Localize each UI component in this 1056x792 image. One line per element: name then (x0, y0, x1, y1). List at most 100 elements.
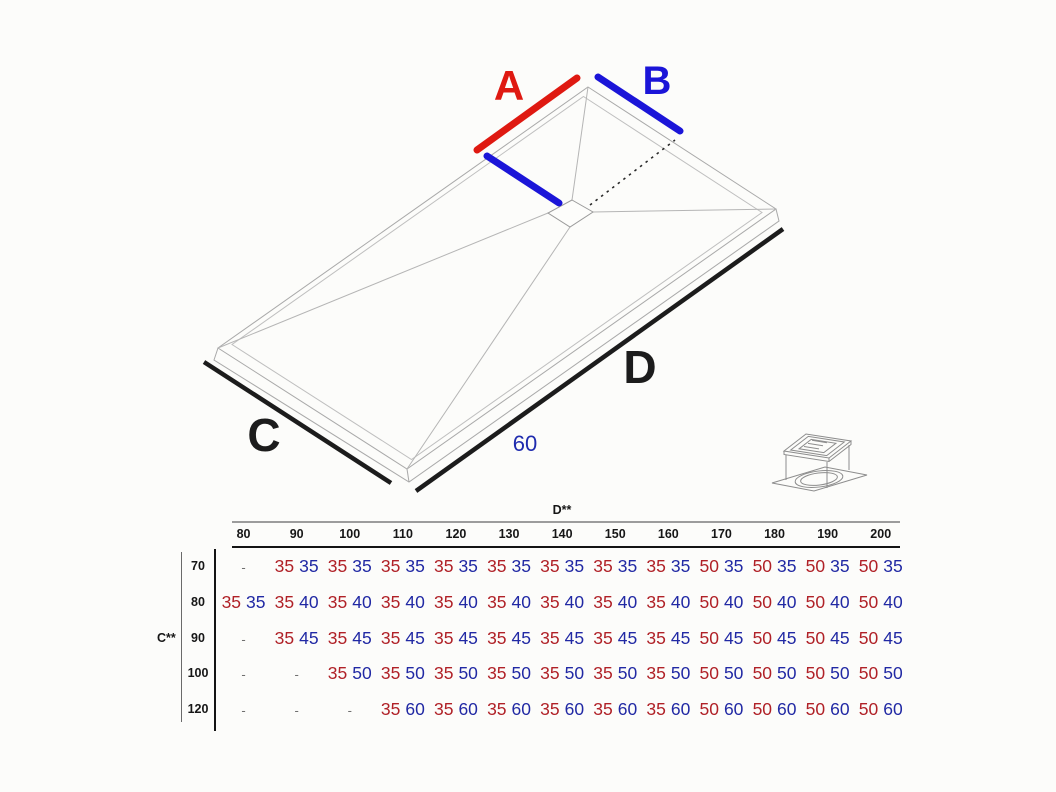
max-height-value: 35 (564, 556, 585, 576)
table-rule-top (232, 521, 900, 523)
min-height-value: 35 (433, 591, 454, 612)
min-height-value: 35 (327, 627, 348, 648)
size-cell: 50 45 (801, 621, 854, 657)
min-height-value: 35 (487, 663, 507, 684)
size-cell: 35 35 (217, 585, 270, 621)
max-height-value: 35 (352, 556, 372, 576)
min-height-value: 35 (540, 556, 560, 576)
min-height-value: 35 (380, 699, 401, 720)
max-height-value: 40 (617, 591, 638, 612)
max-height-value: 60 (564, 699, 585, 720)
min-height-value: 35 (433, 627, 454, 648)
max-height-value: 35 (883, 556, 903, 576)
size-cell: 35 45 (270, 621, 323, 657)
empty-cell-dash: - (294, 667, 299, 683)
row-header: 80 (191, 594, 205, 609)
min-height-value: 50 (858, 591, 879, 612)
tray-slope-creases (217, 86, 777, 470)
size-cell: 50 45 (748, 621, 801, 657)
size-cell: - (217, 621, 270, 658)
dimension-line-b (594, 73, 684, 135)
min-height-value: 35 (433, 699, 454, 720)
min-height-value: 50 (752, 556, 773, 576)
max-height-value: 35 (458, 556, 478, 576)
min-height-value: 35 (540, 699, 560, 720)
min-height-value: 35 (646, 591, 666, 612)
column-axis-label: D** (552, 503, 572, 517)
table-row: 100- -35 50 35 50 35 50 35 50 35 50 35 50 35 50 50 50 50 5… (181, 656, 908, 692)
dimension-line-a (473, 74, 581, 154)
size-cell: 35 50 (589, 656, 642, 692)
size-cell: 35 35 (429, 549, 482, 585)
size-cell: 50 60 (801, 692, 854, 728)
max-height-value: 50 (830, 663, 850, 684)
min-height-value: 35 (540, 591, 560, 612)
min-height-value: 50 (699, 556, 719, 576)
label-c: C (247, 409, 280, 461)
max-height-value: 60 (511, 699, 532, 720)
dimension-line-c (202, 360, 393, 485)
min-height-value: 35 (380, 591, 401, 612)
max-height-value: 35 (777, 556, 797, 576)
size-cell: 50 45 (695, 621, 748, 657)
max-height-value: 50 (352, 663, 372, 684)
min-height-value: 50 (858, 627, 879, 648)
size-cell: 50 35 (748, 549, 801, 585)
column-header: 100 (339, 527, 361, 541)
min-height-value: 35 (646, 699, 666, 720)
size-cell: 35 40 (270, 585, 323, 621)
min-height-value: 35 (487, 627, 507, 648)
column-header: 190 (817, 527, 839, 541)
size-cell: 50 40 (801, 585, 854, 621)
min-height-value: 35 (327, 663, 348, 684)
min-height-value: 50 (699, 591, 719, 612)
size-cell: 50 35 (854, 549, 907, 585)
row-header: 120 (187, 702, 209, 717)
min-height-value: 50 (752, 699, 773, 720)
max-height-value: 40 (299, 591, 319, 612)
label-d: D (623, 341, 656, 393)
column-header: 110 (392, 527, 413, 541)
size-cell: 35 35 (323, 549, 376, 585)
min-height-value: 35 (274, 556, 295, 576)
min-height-value: 35 (487, 699, 507, 720)
max-height-value: 40 (830, 591, 850, 612)
dimension-line-d (414, 227, 785, 493)
min-height-value: 50 (858, 699, 879, 720)
size-cell: 35 45 (589, 621, 642, 657)
row-label-rule-right (214, 549, 217, 731)
max-height-value: 35 (246, 591, 266, 612)
table-row: 120- - -35 60 35 60 35 60 35 60 35 60 35 60 50 60 50 60 50… (181, 692, 908, 728)
size-cell: 35 45 (536, 621, 589, 657)
label-b: B (643, 59, 672, 103)
size-cell: 35 45 (642, 621, 695, 657)
min-height-value: 35 (593, 591, 613, 612)
empty-cell-dash: - (241, 667, 246, 683)
column-header: 120 (445, 527, 467, 541)
min-height-value: 50 (752, 663, 773, 684)
min-height-value: 35 (433, 663, 454, 684)
size-cell: 35 50 (323, 656, 376, 692)
max-height-value: 50 (458, 663, 478, 684)
max-height-value: 35 (670, 556, 691, 576)
min-height-value: 50 (858, 556, 879, 576)
max-height-value: 45 (830, 627, 850, 648)
size-cell: 50 35 (695, 549, 748, 585)
min-height-value: 50 (858, 663, 879, 684)
max-height-value: 40 (670, 591, 691, 612)
size-cell: 35 45 (376, 621, 429, 657)
size-cell: 35 35 (483, 549, 536, 585)
max-height-value: 45 (670, 627, 691, 648)
size-cell: 35 35 (589, 549, 642, 585)
size-cell: 50 60 (748, 692, 801, 728)
size-cell: 35 60 (589, 692, 642, 728)
min-height-value: 35 (646, 556, 666, 576)
size-cell: 50 40 (695, 585, 748, 621)
min-height-value: 50 (699, 627, 719, 648)
max-height-value: 50 (723, 663, 744, 684)
max-height-value: 50 (777, 663, 797, 684)
column-header: 160 (657, 527, 679, 541)
size-cell: 35 60 (642, 692, 695, 728)
max-height-value: 35 (511, 556, 532, 576)
